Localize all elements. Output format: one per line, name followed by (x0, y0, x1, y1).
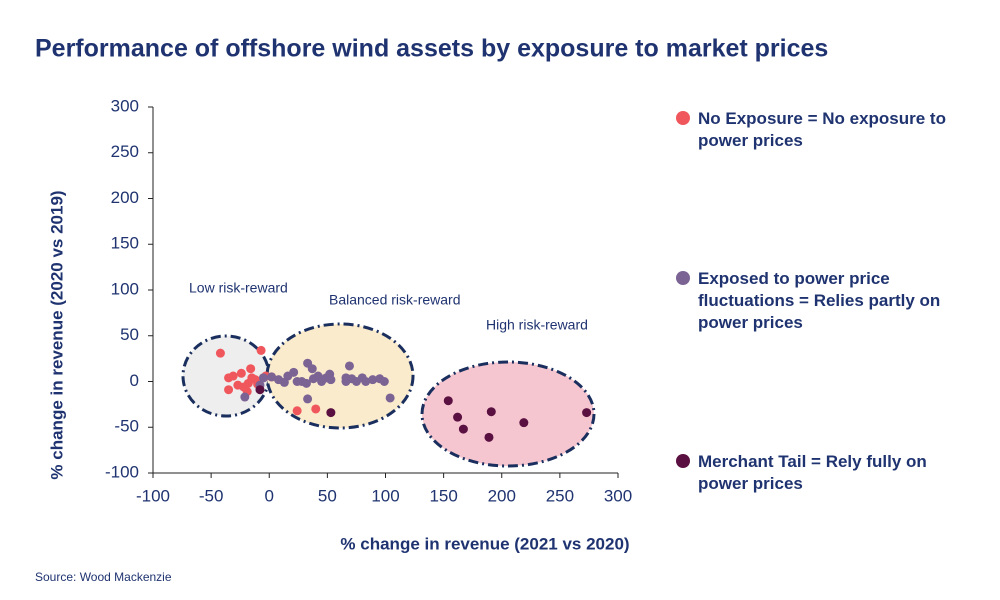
legend-marker (676, 111, 690, 125)
point (258, 373, 268, 383)
x-tick-label: 250 (546, 486, 574, 505)
y-tick-label: -50 (114, 417, 139, 436)
y-tick-label: 50 (120, 325, 139, 344)
x-tick-label: 300 (604, 486, 632, 505)
point (385, 393, 395, 403)
point (326, 408, 336, 418)
y-tick-label: 300 (111, 96, 139, 115)
point (215, 348, 225, 358)
zone (420, 360, 596, 468)
legend-label: Merchant Tail = Rely fully on power pric… (698, 452, 927, 493)
point (458, 424, 468, 434)
y-tick-label: 100 (111, 279, 139, 298)
point (361, 377, 371, 386)
chart-title: Performance of offshore wind assets by e… (35, 35, 828, 63)
point (368, 375, 378, 385)
x-tick-label: 0 (265, 486, 274, 505)
point (224, 385, 234, 395)
point (453, 412, 463, 422)
x-tick-label: 200 (488, 486, 516, 505)
x-tick-label: -100 (136, 486, 170, 505)
point (344, 361, 354, 371)
point (326, 375, 336, 385)
point (292, 406, 302, 416)
point (240, 392, 250, 402)
point (301, 378, 311, 388)
annotation: Low risk-reward (189, 280, 288, 296)
x-tick-label: -50 (199, 486, 224, 505)
point (582, 408, 592, 418)
point (443, 396, 453, 406)
point (236, 368, 246, 378)
point (303, 394, 313, 404)
point (379, 377, 389, 386)
x-tick-label: 150 (429, 486, 457, 505)
point (307, 364, 317, 374)
zone (265, 322, 415, 430)
point (228, 371, 238, 381)
source: Source: Wood Mackenzie (35, 570, 172, 584)
point (484, 432, 494, 442)
x-tick-label: 50 (318, 486, 337, 505)
point (246, 364, 256, 374)
point (289, 367, 299, 377)
y-tick-label: 200 (111, 188, 139, 207)
legend-marker (676, 454, 690, 468)
y-tick-label: 0 (130, 371, 139, 390)
y-tick-label: 250 (111, 142, 139, 161)
y-tick-label: 150 (111, 234, 139, 253)
point (341, 373, 351, 383)
y-axis-title: % change in revenue (2020 vs 2019) (47, 190, 66, 479)
x-axis-title: % change in revenue (2021 vs 2020) (340, 534, 629, 553)
point (255, 385, 265, 395)
legend-label: Exposed to power price fluctuations = Re… (698, 269, 941, 332)
point (311, 404, 321, 414)
point (486, 407, 496, 417)
legend-marker (676, 271, 690, 285)
point (519, 418, 529, 428)
x-tick-label: 100 (371, 486, 399, 505)
point (256, 345, 266, 355)
annotation: High risk-reward (486, 317, 588, 333)
y-tick-label: -100 (105, 462, 139, 481)
annotation: Balanced risk-reward (329, 292, 461, 308)
legend-label: No Exposure = No exposure to power price… (698, 109, 946, 150)
point (267, 372, 277, 382)
